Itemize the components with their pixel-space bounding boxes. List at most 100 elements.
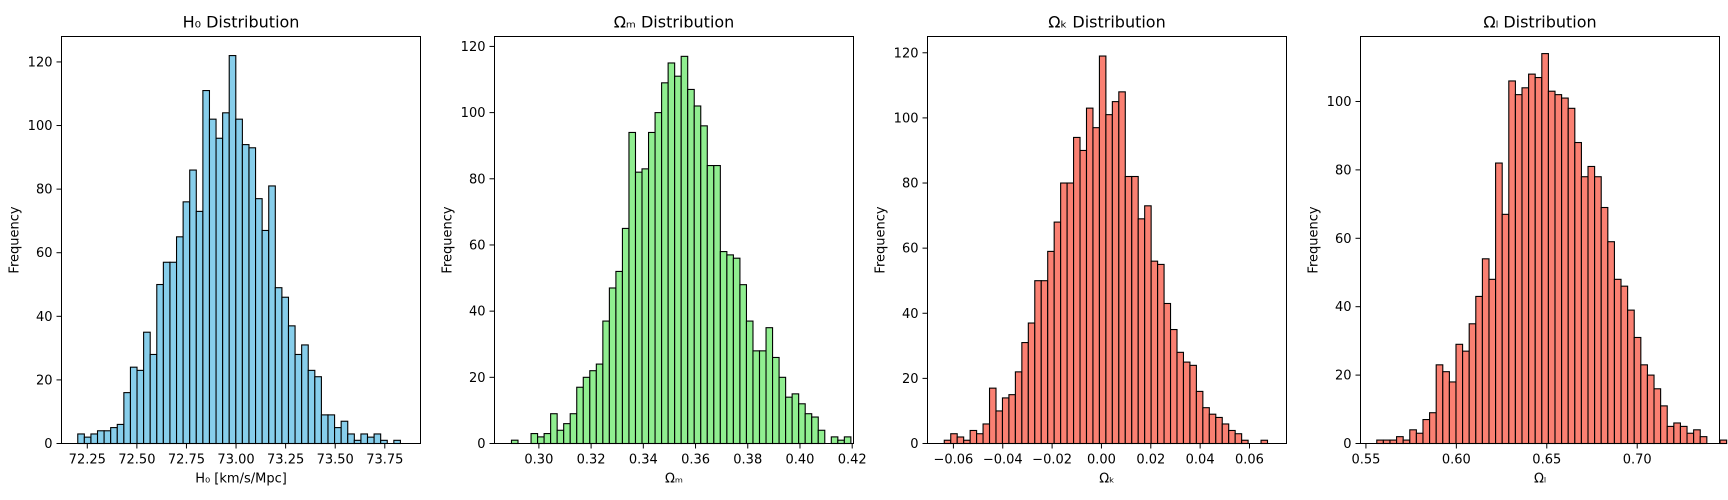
histogram-bar [1468,323,1477,445]
histogram-bar [778,376,787,445]
histogram-bar [1455,343,1464,445]
histogram-bar [988,387,997,445]
histogram-bar [347,433,355,445]
histogram-bar [1389,439,1398,445]
histogram-bar [765,327,774,445]
histogram-bar [719,251,728,445]
histogram-bar [307,369,316,445]
histogram-bar [804,413,813,445]
histogram-bar [976,433,984,445]
y-tick-label: 20 [36,373,53,388]
histogram-bar [758,350,767,445]
histogram-bar [235,118,243,445]
histogram-bar [1176,351,1185,445]
histogram-bar [726,254,734,445]
histogram-bar [1620,285,1629,445]
x-tick-label: 0.30 [524,453,553,468]
histogram-bar [1528,73,1536,445]
y-tick-label: 120 [894,46,919,61]
chart-title: Ωₗ Distribution [1483,13,1596,32]
y-tick-label: 80 [902,177,919,192]
histogram-bar [615,270,623,445]
histogram-bar [96,430,105,445]
histogram-bar [110,427,118,445]
histogram-bar [969,429,978,445]
axes-frame [494,36,854,444]
histogram-bar [798,403,806,445]
y-tick-label: 20 [902,372,919,387]
x-tick-label: 0.38 [733,453,762,468]
histogram-bar [1092,127,1100,445]
x-tick-label: 72.25 [69,453,106,468]
y-tick-label: 60 [36,246,53,261]
y-tick-label: 40 [1335,300,1352,315]
histogram-bar [1508,80,1516,445]
histogram-bar [1587,165,1596,445]
histogram-bar [1442,371,1450,445]
histogram-bar [228,55,237,445]
histogram-bar [175,236,184,445]
axes-frame [1360,36,1720,444]
histogram-panel-3: −0.06 −0.04 −0.02 0.00 0.02 0.04 0.06 0 20 40 60 80… [874,13,1287,487]
histogram-bar [294,353,303,445]
histogram-bar [1137,218,1146,445]
y-axis-label: Frequency [874,206,889,273]
histogram-bar [1118,91,1126,445]
histogram-bar [982,423,991,445]
histogram-bar [1646,374,1655,445]
x-axis-label: Ωₘ [665,472,683,487]
histogram-bar [77,433,85,445]
x-tick-label: 72.75 [168,453,205,468]
histogram-bar [1008,394,1016,445]
histogram-bar [143,331,151,445]
x-tick-label: 0.06 [1235,453,1264,468]
histogram-bar [1541,53,1549,445]
histogram-bar [1157,263,1165,445]
histogram-bar [1534,76,1543,445]
histogram-bar [1693,429,1701,445]
histogram-bar [1613,278,1622,445]
histogram-bar [661,82,669,445]
axes-frame [927,36,1287,444]
x-tick-label: 0.65 [1532,453,1561,468]
histogram-bar [202,90,211,445]
histogram-bar [641,168,650,445]
histogram-bar [1040,280,1049,445]
x-axis-label: Ωₗ [1534,472,1546,487]
histogram-bar [255,198,263,445]
histogram-bar [1073,136,1081,445]
x-tick-label: 72.50 [118,453,155,468]
x-tick-label: −0.04 [983,453,1023,468]
histogram-bar [1448,381,1457,445]
histogram-bar [156,283,164,445]
y-tick-label: 0 [44,437,52,452]
histogram-bar [1098,55,1107,445]
histogram-bar [1001,397,1010,445]
y-tick-label: 20 [469,371,486,386]
histogram-bar [123,392,131,445]
axes-frame [61,36,421,444]
histogram-panel-1: 72.25 72.50 72.75 73.00 73.25 73.50 73.75 0 20 40… [8,13,421,487]
histogram-bar [1594,176,1602,445]
histogram-bar [1150,260,1159,445]
chart-title: H₀ Distribution [183,13,300,32]
histogram-bar [1475,295,1483,445]
histogram-bar [334,427,342,445]
histogram-bar [136,369,145,445]
histogram-bar [700,125,708,445]
histogram-bar [1514,94,1523,445]
histogram-bar [261,229,270,445]
histogram-bar [576,386,584,445]
histogram-bar [189,169,197,445]
histogram-bar [1481,258,1490,445]
histogram-bar [1060,182,1068,445]
histogram-bar [1382,439,1391,445]
histogram-bar [674,75,682,445]
histogram-bar [1429,412,1437,445]
histogram-bar [1066,182,1075,445]
histogram-bar [830,436,839,445]
histogram-bar [1228,429,1236,445]
histogram-bar [1422,419,1431,445]
histogram-bar [1435,364,1444,445]
y-tick-label: 40 [902,307,919,322]
